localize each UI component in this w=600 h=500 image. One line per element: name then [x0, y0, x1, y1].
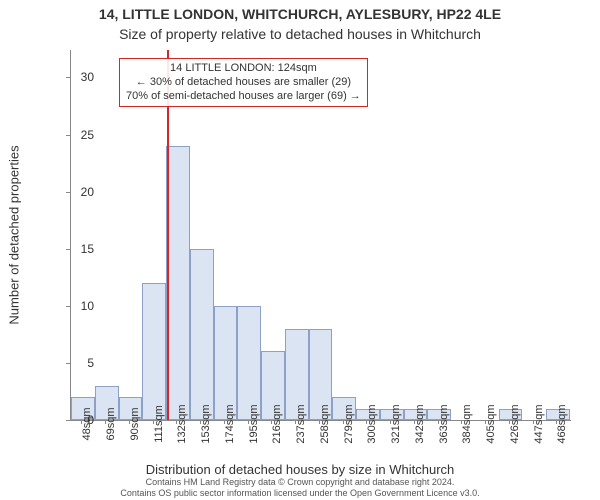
x-tick-label: 258sqm — [319, 404, 331, 443]
x-tick-mark — [153, 420, 154, 424]
chart-title-line1: 14, LITTLE LONDON, WHITCHURCH, AYLESBURY… — [0, 6, 600, 22]
x-tick-label: 342sqm — [414, 404, 426, 443]
x-tick-label: 69sqm — [105, 407, 117, 440]
x-tick-mark — [176, 420, 177, 424]
x-tick-mark — [556, 420, 557, 424]
x-tick-mark — [248, 420, 249, 424]
x-tick-mark — [105, 420, 106, 424]
x-tick-label: 300sqm — [366, 404, 378, 443]
histogram-bar — [190, 249, 214, 420]
y-tick-mark — [66, 306, 70, 307]
x-tick-label: 195sqm — [248, 404, 260, 443]
y-tick-mark — [66, 249, 70, 250]
x-tick-mark — [438, 420, 439, 424]
x-tick-mark — [343, 420, 344, 424]
x-tick-label: 363sqm — [438, 404, 450, 443]
y-tick-mark — [66, 363, 70, 364]
x-tick-label: 384sqm — [461, 404, 473, 443]
x-tick-mark — [366, 420, 367, 424]
x-tick-label: 216sqm — [271, 404, 283, 443]
callout-line: ← 30% of detached houses are smaller (29… — [126, 76, 361, 90]
histogram-bar — [166, 146, 190, 420]
y-tick-mark — [66, 135, 70, 136]
x-tick-label: 447sqm — [533, 404, 545, 443]
x-tick-label: 237sqm — [295, 404, 307, 443]
plot-area: 14 LITTLE LONDON: 124sqm← 30% of detache… — [70, 50, 571, 421]
x-tick-mark — [414, 420, 415, 424]
x-tick-label: 132sqm — [176, 404, 188, 443]
x-tick-label: 111sqm — [153, 405, 165, 443]
y-tick-mark — [66, 77, 70, 78]
x-tick-label: 174sqm — [224, 404, 236, 443]
x-tick-mark — [509, 420, 510, 424]
x-tick-label: 153sqm — [200, 404, 212, 443]
histogram-bar — [214, 306, 238, 420]
x-tick-mark — [533, 420, 534, 424]
x-tick-label: 468sqm — [556, 404, 568, 443]
y-tick-mark — [66, 192, 70, 193]
histogram-bar — [142, 283, 166, 420]
x-tick-mark — [390, 420, 391, 424]
x-tick-mark — [200, 420, 201, 424]
x-tick-label: 279sqm — [343, 404, 355, 443]
x-tick-mark — [295, 420, 296, 424]
callout-line: 70% of semi-detached houses are larger (… — [126, 90, 361, 104]
y-tick-mark — [66, 420, 70, 421]
highlight-callout: 14 LITTLE LONDON: 124sqm← 30% of detache… — [119, 58, 368, 107]
x-tick-mark — [485, 420, 486, 424]
x-tick-mark — [319, 420, 320, 424]
x-tick-mark — [81, 420, 82, 424]
x-tick-mark — [271, 420, 272, 424]
chart-title-line2: Size of property relative to detached ho… — [0, 26, 600, 42]
attribution-footer: Contains HM Land Registry data © Crown c… — [0, 477, 600, 498]
chart-container: 14, LITTLE LONDON, WHITCHURCH, AYLESBURY… — [0, 0, 600, 500]
callout-line: 14 LITTLE LONDON: 124sqm — [126, 62, 361, 76]
x-tick-label: 426sqm — [509, 404, 521, 443]
footer-line2: Contains OS public sector information li… — [0, 488, 600, 498]
x-axis-label: Distribution of detached houses by size … — [0, 462, 600, 477]
y-axis-label: Number of detached properties — [7, 145, 22, 324]
x-tick-label: 321sqm — [390, 404, 402, 443]
histogram-bar — [237, 306, 261, 420]
x-tick-label: 405sqm — [485, 404, 497, 443]
x-tick-mark — [224, 420, 225, 424]
footer-line1: Contains HM Land Registry data © Crown c… — [0, 477, 600, 487]
x-tick-mark — [461, 420, 462, 424]
x-tick-label: 48sqm — [81, 407, 93, 440]
x-tick-mark — [129, 420, 130, 424]
x-tick-label: 90sqm — [129, 407, 141, 440]
